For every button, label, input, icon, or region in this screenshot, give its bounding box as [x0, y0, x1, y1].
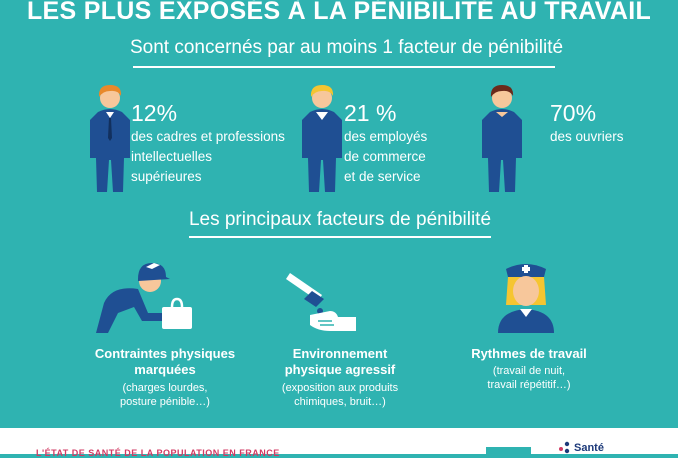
- worker-desc-line: des ouvriers: [550, 129, 624, 144]
- factor-note-line: chimiques, bruit…): [294, 396, 386, 408]
- worker-description: des ouvriers: [550, 127, 624, 147]
- executive-desc-line: supérieures: [131, 169, 202, 184]
- factor-note-line: (travail de nuit,: [492, 365, 566, 377]
- factors-heading: Les principaux facteurs de pénibilité: [188, 209, 492, 230]
- brand-dots-icon: [559, 441, 570, 454]
- factor-label-line: Environnement: [292, 346, 388, 361]
- factor-note-line: travail répétitif…): [487, 379, 571, 391]
- factor-aggressive-environment-note: (exposition aux produits chimiques, brui…: [255, 381, 425, 409]
- night-nurse-icon: [488, 257, 554, 333]
- factor-note-line: posture pénible…): [120, 396, 210, 408]
- factor-work-rhythms-label: Rythmes de travail: [444, 346, 614, 362]
- employee-desc-line: et de service: [344, 169, 421, 184]
- employee-desc-line: des employés: [344, 129, 428, 144]
- factor-aggressive-environment-label: Environnement physique agressif: [255, 346, 425, 378]
- employee-person-icon: [302, 85, 342, 192]
- executive-percentage: 12%: [131, 100, 178, 126]
- executive-desc-line: des cadres et professions: [131, 129, 285, 144]
- executive-description: des cadres et professions intellectuelle…: [131, 127, 285, 187]
- factor-label-line: marquées: [134, 362, 196, 377]
- employee-desc-line: de commerce: [344, 149, 426, 164]
- footer-bar: L'ÉTAT DE SANTÉ DE LA POPULATION EN FRAN…: [0, 428, 678, 458]
- employee-percentage: 21 %: [344, 100, 397, 126]
- factor-label-line: Rythmes de travail: [471, 346, 587, 361]
- worker-person-icon: [482, 85, 522, 192]
- footer-publication-logo: [486, 447, 531, 454]
- chemical-hazard-icon: [286, 273, 356, 331]
- factor-physical-constraints-label: Contraintes physiques marquées: [80, 346, 250, 378]
- factor-note-line: (charges lourdes,: [122, 382, 208, 394]
- factor-work-rhythms-note: (travail de nuit, travail répétitif…): [444, 364, 614, 392]
- factor-note-line: (exposition aux produits: [281, 382, 399, 394]
- subtitle-underline: [133, 66, 555, 68]
- exposure-subtitle: Sont concernés par au moins 1 facteur de…: [130, 37, 564, 58]
- worker-percentage: 70%: [550, 100, 597, 126]
- employee-description: des employés de commerce et de service: [344, 127, 427, 187]
- executive-desc-line: intellectuelles: [131, 149, 213, 164]
- factor-label-line: Contraintes physiques: [94, 346, 236, 361]
- footer-brand-name: Santé: [574, 442, 604, 454]
- factors-heading-underline: [189, 236, 491, 238]
- factor-physical-constraints-note: (charges lourdes, posture pénible…): [80, 381, 250, 409]
- worker-lifting-load-icon: [96, 263, 192, 333]
- footer-report-title: L'ÉTAT DE SANTÉ DE LA POPULATION EN FRAN…: [36, 448, 280, 458]
- page-title: LES PLUS EXPOSÉS À LA PÉNIBILITÉ AU TRAV…: [26, 0, 652, 25]
- factor-label-line: physique agressif: [284, 362, 396, 377]
- executive-person-icon: [90, 85, 130, 192]
